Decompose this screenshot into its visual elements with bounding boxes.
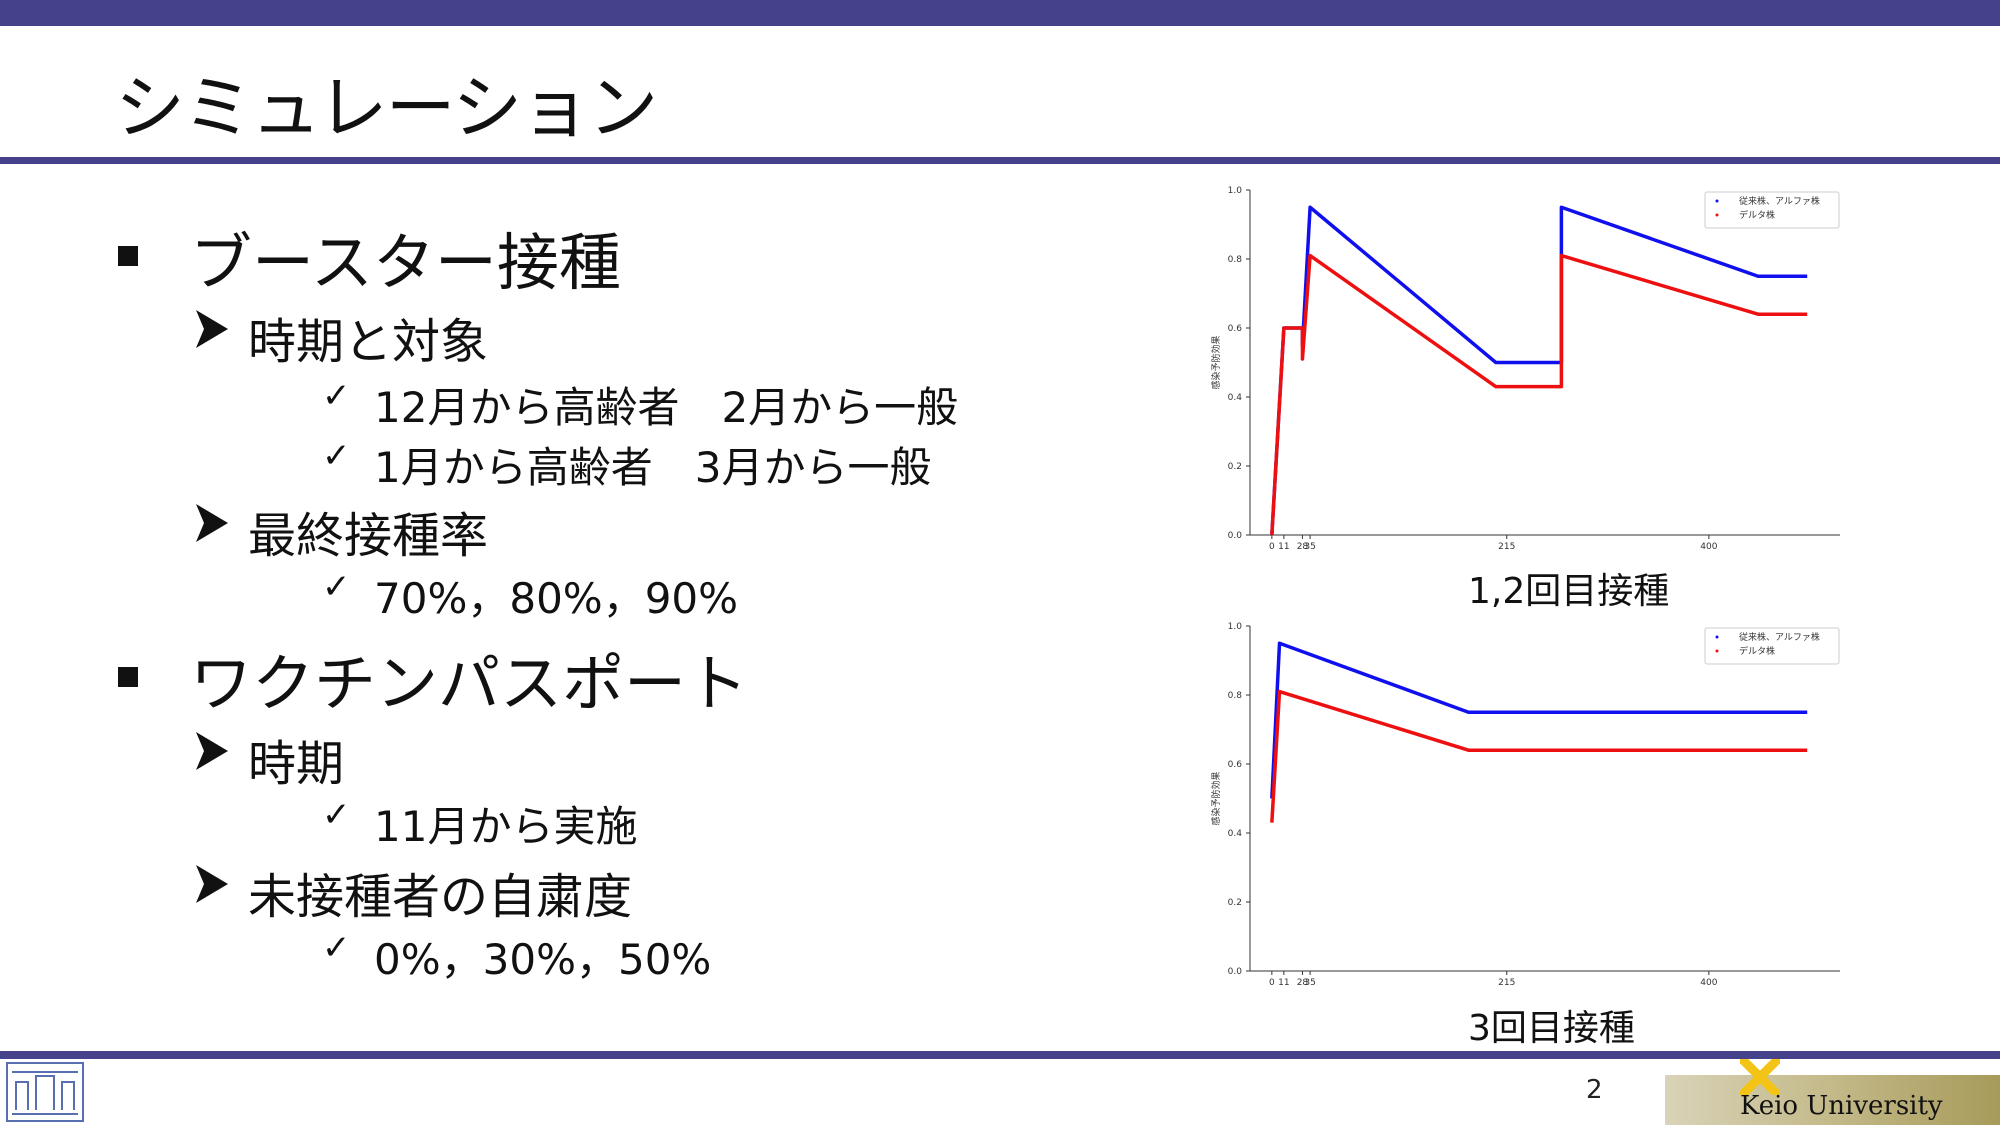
check-icon: ✓ xyxy=(322,567,351,607)
series-line-red xyxy=(1270,253,1808,536)
bullet-label: ワクチンパスポート xyxy=(190,647,749,720)
sub-bullet-label: 時期と対象 xyxy=(248,314,489,370)
check-icon: ✓ xyxy=(322,376,351,416)
series-line-blue xyxy=(1270,641,1808,799)
university-name: Keio University xyxy=(1740,1091,1943,1121)
y-tick-label: 0.8 xyxy=(1228,255,1243,265)
legend-box xyxy=(1704,627,1840,665)
sub-bullet-label: 時期 xyxy=(248,736,345,792)
legend-marker xyxy=(1715,213,1719,217)
y-tick-label: 1.0 xyxy=(1228,186,1243,196)
y-tick-label: 0.2 xyxy=(1228,462,1242,472)
y-tick-label: 0.0 xyxy=(1228,531,1243,541)
chart-caption-2: 3回目接種 xyxy=(1468,1008,1635,1049)
sub-bullet-label: 最終接種率 xyxy=(248,508,489,564)
title-divider xyxy=(0,157,2000,164)
x-tick-label: 400 xyxy=(1700,978,1717,986)
lab-logo-icon xyxy=(6,1062,84,1122)
series-line-red xyxy=(1270,689,1808,823)
y-tick-label: 0.0 xyxy=(1228,967,1243,977)
x-tick-label: 35 xyxy=(1304,542,1315,550)
keio-pen-logo-icon xyxy=(1740,1059,1780,1095)
check-icon: ✓ xyxy=(322,795,351,835)
check-item-label: 11月から実施 xyxy=(374,802,638,851)
arrow-bullet-icon xyxy=(196,732,228,770)
check-icon: ✓ xyxy=(322,928,351,968)
slide-title: シミュレーション xyxy=(115,67,658,149)
y-tick-label: 0.6 xyxy=(1228,760,1243,770)
y-tick-label: 0.4 xyxy=(1228,829,1243,839)
arrow-bullet-icon xyxy=(196,310,228,348)
y-tick-label: 0.4 xyxy=(1228,393,1243,403)
legend-marker xyxy=(1715,199,1719,203)
y-tick-label: 1.0 xyxy=(1228,622,1243,632)
square-bullet-icon xyxy=(118,667,138,687)
series-line-blue xyxy=(1270,205,1808,536)
x-tick-label: 11 xyxy=(1278,542,1289,550)
check-item-label: 1月から高齢者 3月から一般 xyxy=(374,443,932,492)
x-tick-label: 215 xyxy=(1498,978,1515,986)
y-tick-label: 0.6 xyxy=(1228,324,1243,334)
y-tick-label: 0.2 xyxy=(1228,898,1242,908)
legend-label: 従来株、アルファ株 xyxy=(1739,631,1820,643)
top-accent-bar xyxy=(0,0,2000,26)
check-icon: ✓ xyxy=(322,436,351,476)
x-tick-label: 35 xyxy=(1304,978,1315,986)
square-bullet-icon xyxy=(118,246,138,266)
legend-box xyxy=(1704,191,1840,229)
page-number: 2 xyxy=(1586,1075,1603,1105)
x-tick-label: 0 xyxy=(1269,542,1275,550)
arrow-bullet-icon xyxy=(196,504,228,542)
sub-bullet-label: 未接種者の自粛度 xyxy=(248,869,633,925)
university-banner: Keio University xyxy=(1665,1059,2000,1125)
x-tick-label: 400 xyxy=(1700,542,1717,550)
legend-label: デルタ株 xyxy=(1739,209,1775,221)
chart-caption-1: 1,2回目接種 xyxy=(1468,571,1670,612)
y-axis-label: 感染予防効果 xyxy=(1210,335,1222,389)
check-item-label: 0%，30%，50% xyxy=(374,935,712,984)
legend-label: デルタ株 xyxy=(1739,645,1775,657)
y-tick-label: 0.8 xyxy=(1228,691,1243,701)
check-item-label: 12月から高齢者 2月から一般 xyxy=(374,383,959,432)
x-tick-label: 28 xyxy=(1297,978,1309,986)
legend-marker xyxy=(1715,649,1719,653)
x-tick-label: 215 xyxy=(1498,542,1515,550)
legend-label: 従来株、アルファ株 xyxy=(1739,195,1820,207)
bullet-label: ブースター接種 xyxy=(190,226,621,299)
x-tick-label: 0 xyxy=(1269,978,1275,986)
footer-divider xyxy=(0,1051,2000,1059)
arrow-bullet-icon xyxy=(196,865,228,903)
legend-marker xyxy=(1715,635,1719,639)
y-axis-label: 感染予防効果 xyxy=(1210,771,1222,825)
check-item-label: 70%，80%，90% xyxy=(374,574,739,623)
x-tick-label: 11 xyxy=(1278,978,1289,986)
x-tick-label: 28 xyxy=(1297,542,1309,550)
